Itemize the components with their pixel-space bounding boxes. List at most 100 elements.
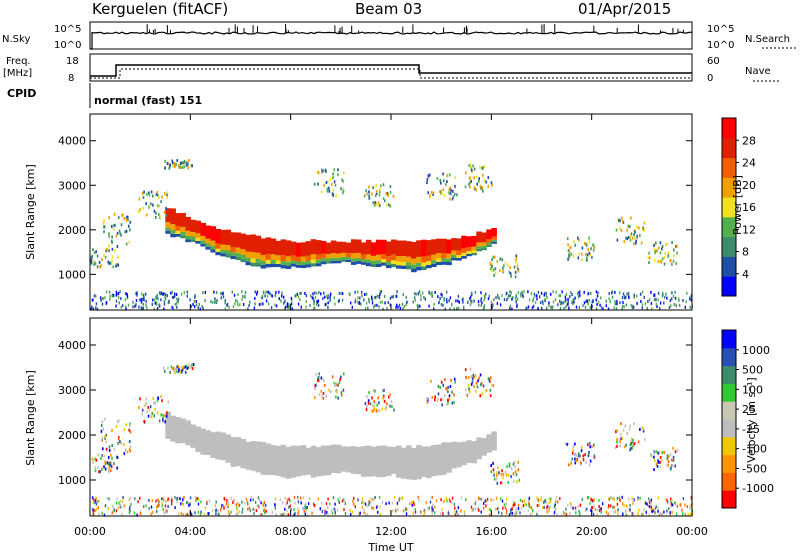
velocity-cell bbox=[208, 512, 210, 515]
velocity-cell bbox=[451, 501, 453, 505]
velocity-cell bbox=[447, 401, 449, 405]
velocity-cell bbox=[412, 511, 414, 515]
velocity-cell bbox=[574, 506, 577, 510]
power-cell bbox=[328, 189, 331, 193]
velocity-cell bbox=[307, 502, 310, 506]
power-cell bbox=[428, 173, 431, 177]
velocity-cell bbox=[516, 509, 518, 513]
velocity-cell bbox=[236, 508, 238, 511]
power-cell bbox=[265, 237, 272, 254]
velocity-cell bbox=[94, 466, 96, 469]
power-cell bbox=[138, 197, 141, 201]
power-cell bbox=[429, 194, 431, 198]
velocity-cell bbox=[208, 499, 211, 503]
power-cell bbox=[330, 257, 337, 261]
velocity-cell bbox=[254, 508, 256, 512]
power-cell bbox=[190, 305, 192, 308]
power-cell bbox=[462, 300, 464, 304]
velocity-cell bbox=[104, 467, 107, 471]
velocity-cell bbox=[344, 511, 347, 515]
velocity-cell bbox=[258, 498, 261, 502]
power-cell bbox=[667, 254, 669, 258]
power-cell bbox=[200, 222, 206, 236]
velocity-cell bbox=[447, 390, 449, 394]
power-cell bbox=[138, 305, 140, 309]
velocity-cell bbox=[615, 430, 617, 434]
power-cell bbox=[326, 294, 328, 298]
power-cell bbox=[310, 263, 317, 267]
power-cell bbox=[180, 292, 183, 296]
power-cell bbox=[255, 235, 262, 253]
velocity-cell bbox=[368, 391, 370, 395]
velocity-cell bbox=[657, 506, 659, 510]
velocity-cell bbox=[451, 401, 454, 405]
velocity-cell bbox=[392, 509, 394, 513]
colorbar-tick-label: -25 bbox=[742, 423, 760, 436]
power-cell bbox=[325, 170, 327, 174]
power-cell bbox=[608, 297, 610, 301]
velocity-cell bbox=[556, 500, 559, 504]
velocity-cell bbox=[274, 497, 277, 501]
velocity-cell bbox=[385, 405, 388, 409]
power-cell bbox=[470, 299, 472, 302]
power-cell bbox=[471, 246, 477, 251]
velocity-cell bbox=[493, 477, 496, 481]
power-cell bbox=[312, 292, 314, 296]
station-title: Kerguelen (fitACF) bbox=[92, 0, 228, 18]
velocity-cell bbox=[515, 511, 518, 515]
power-cell bbox=[588, 240, 591, 244]
power-cell bbox=[487, 176, 490, 180]
power-cell bbox=[360, 302, 362, 306]
velocity-cell bbox=[448, 498, 451, 502]
velocity-cell bbox=[311, 511, 313, 515]
power-cell bbox=[329, 295, 331, 299]
power-cell bbox=[235, 247, 242, 254]
velocity-cell bbox=[337, 396, 339, 400]
velocity-cell bbox=[254, 500, 257, 504]
velocity-cell bbox=[369, 402, 372, 406]
velocity-cell bbox=[148, 506, 150, 510]
velocity-cell bbox=[496, 481, 499, 485]
velocity-cell bbox=[619, 444, 621, 448]
velocity-cell bbox=[492, 498, 494, 502]
power-cell bbox=[305, 294, 308, 298]
velocity-cell bbox=[489, 379, 491, 383]
power-cell bbox=[250, 252, 257, 259]
velocity-cell bbox=[163, 498, 165, 502]
velocity-cell bbox=[372, 410, 374, 413]
velocity-cell bbox=[405, 512, 408, 516]
power-cell bbox=[228, 305, 230, 309]
power-cell bbox=[411, 242, 417, 259]
power-cell bbox=[372, 201, 375, 205]
velocity-cell bbox=[559, 497, 561, 501]
velocity-cell bbox=[671, 458, 673, 462]
power-cell bbox=[250, 262, 257, 267]
power-cell bbox=[449, 307, 451, 311]
velocity-cell bbox=[170, 365, 173, 369]
power-cell bbox=[285, 240, 292, 257]
power-cell bbox=[577, 295, 580, 299]
power-cell bbox=[102, 221, 105, 225]
velocity-cell bbox=[338, 381, 341, 385]
power-cell bbox=[431, 254, 437, 261]
power-cell bbox=[330, 253, 337, 258]
nsky-tick-top: 10^5 bbox=[54, 24, 81, 35]
velocity-cell bbox=[165, 411, 171, 439]
power-cell bbox=[175, 213, 181, 227]
power-cell bbox=[615, 228, 618, 232]
power-cell bbox=[374, 194, 377, 198]
velocity-cell bbox=[108, 466, 110, 470]
power-cell bbox=[148, 191, 150, 195]
velocity-cell bbox=[393, 408, 395, 412]
velocity-cell bbox=[682, 512, 684, 516]
power-cell bbox=[202, 291, 204, 295]
power-cell bbox=[476, 248, 482, 252]
power-cell bbox=[475, 175, 478, 179]
power-cell bbox=[426, 240, 432, 256]
velocity-cell bbox=[540, 496, 542, 500]
power-cell bbox=[230, 247, 237, 253]
power-cell bbox=[516, 304, 518, 308]
velocity-cell bbox=[553, 513, 555, 517]
power-cell bbox=[169, 163, 171, 167]
velocity-cell bbox=[382, 396, 384, 400]
